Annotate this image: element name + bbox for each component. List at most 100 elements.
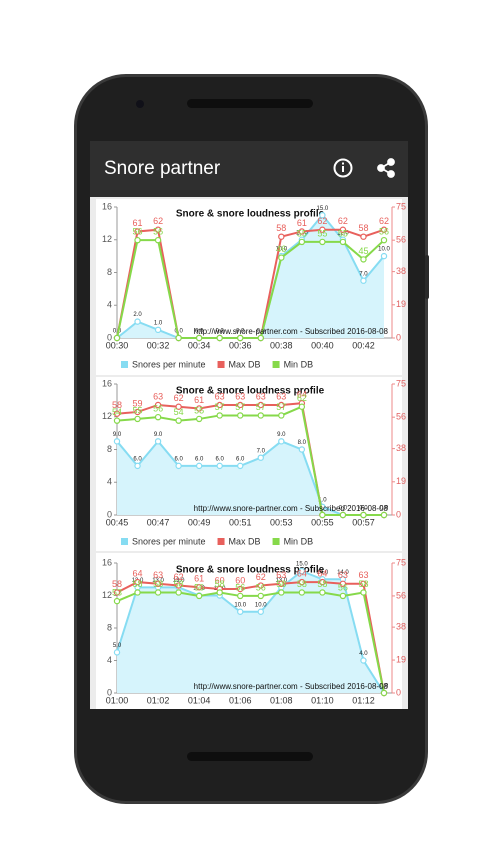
- y-tick-label: 12: [102, 234, 112, 244]
- point: [113, 589, 121, 596]
- point: [380, 689, 388, 697]
- value-label: 54: [112, 407, 122, 417]
- value-label: 62: [297, 393, 307, 403]
- series-line: [116, 569, 385, 694]
- value-label: 6.0: [174, 456, 183, 462]
- value-label: 61: [297, 218, 307, 228]
- point: [237, 401, 244, 409]
- y-tick-label: 8: [107, 444, 112, 454]
- value-label: 58: [174, 579, 184, 589]
- share-button[interactable]: [377, 158, 395, 178]
- legend-swatch: [217, 361, 225, 368]
- point: [380, 511, 388, 519]
- point: [298, 578, 306, 586]
- value-label: 10.0: [255, 602, 267, 608]
- value-label: 0.0: [216, 329, 225, 335]
- value-label: 56: [235, 582, 245, 592]
- x-tick-label: 00:34: [188, 340, 211, 350]
- point: [257, 582, 264, 589]
- value-label: 56: [194, 582, 204, 592]
- point: [175, 403, 182, 410]
- point: [154, 589, 162, 596]
- point: [237, 608, 244, 615]
- point: [339, 592, 347, 600]
- point: [339, 511, 347, 519]
- value-label: 9.0: [277, 432, 286, 438]
- point: [278, 580, 285, 588]
- value-label: 45: [358, 246, 368, 256]
- point: [134, 462, 141, 470]
- point: [154, 413, 162, 421]
- value-label: 6.0: [236, 456, 245, 462]
- point: [278, 412, 285, 419]
- point: [298, 567, 306, 575]
- point: [319, 511, 326, 519]
- value-label: 56: [153, 404, 163, 414]
- value-label: 63: [358, 570, 368, 580]
- value-label: 14.0: [317, 570, 329, 576]
- value-label: 56: [338, 582, 348, 592]
- point: [257, 401, 264, 409]
- value-label: 62: [174, 572, 184, 582]
- info-button[interactable]: [333, 158, 353, 178]
- value-label: 58: [358, 223, 368, 233]
- legend-swatch: [121, 361, 128, 368]
- y-tick-label: 16: [102, 378, 112, 388]
- value-label: 6.0: [195, 456, 204, 462]
- point: [134, 228, 141, 235]
- value-label: 58: [276, 223, 286, 233]
- y-tick-label: 8: [107, 622, 112, 632]
- value-label: 2.0: [133, 312, 142, 318]
- x-tick-label: 00:40: [311, 340, 334, 350]
- point: [237, 592, 244, 600]
- point: [380, 252, 388, 260]
- value-label: 63: [153, 570, 163, 580]
- value-label: 7.0: [359, 271, 368, 277]
- chart-title: Snore & snore loudness profile: [176, 386, 325, 397]
- point: [237, 412, 244, 419]
- value-label: 56: [256, 582, 266, 592]
- x-tick-label: 01:12: [352, 695, 375, 705]
- point: [298, 238, 306, 246]
- value-label: 60: [235, 575, 245, 585]
- value-label: 61: [194, 574, 204, 584]
- point: [360, 657, 367, 664]
- point: [237, 334, 244, 342]
- screen: Snore partner Snore & snore loudness pro…: [90, 141, 408, 709]
- y-tick-label: 0: [107, 332, 112, 342]
- point: [319, 589, 326, 596]
- side-button: [425, 255, 429, 299]
- y-tick-label: 12: [102, 590, 112, 600]
- series-line: [116, 439, 384, 516]
- point: [195, 592, 203, 600]
- point: [360, 277, 367, 284]
- value-label: 58: [215, 579, 225, 589]
- x-tick-label: 01:10: [311, 695, 334, 705]
- point: [339, 238, 347, 246]
- y-tick-label: 4: [107, 300, 112, 310]
- point: [237, 462, 244, 470]
- value-label: 55: [297, 228, 307, 238]
- y2-tick-label: 0: [396, 509, 401, 519]
- value-label: 9.0: [154, 432, 163, 438]
- value-label: 6.0: [133, 456, 142, 462]
- speaker: [187, 99, 313, 108]
- value-label: 58: [133, 579, 143, 589]
- y2-tick-label: 38: [396, 266, 406, 276]
- legend-swatch: [272, 361, 280, 368]
- value-label: 63: [276, 570, 286, 580]
- value-label: 14.0: [337, 570, 349, 576]
- value-label: 63: [338, 570, 348, 580]
- value-label: 12.0: [337, 230, 349, 236]
- point: [380, 236, 388, 244]
- value-label: 0.0: [195, 329, 204, 335]
- x-tick-label: 00:38: [270, 340, 293, 350]
- x-tick-label: 00:57: [352, 517, 375, 527]
- value-label: 0.0: [359, 506, 368, 512]
- value-label: 15.0: [317, 206, 329, 212]
- point: [360, 580, 367, 588]
- x-tick-label: 00:42: [352, 340, 375, 350]
- y2-tick-label: 56: [396, 590, 406, 600]
- point: [195, 462, 203, 470]
